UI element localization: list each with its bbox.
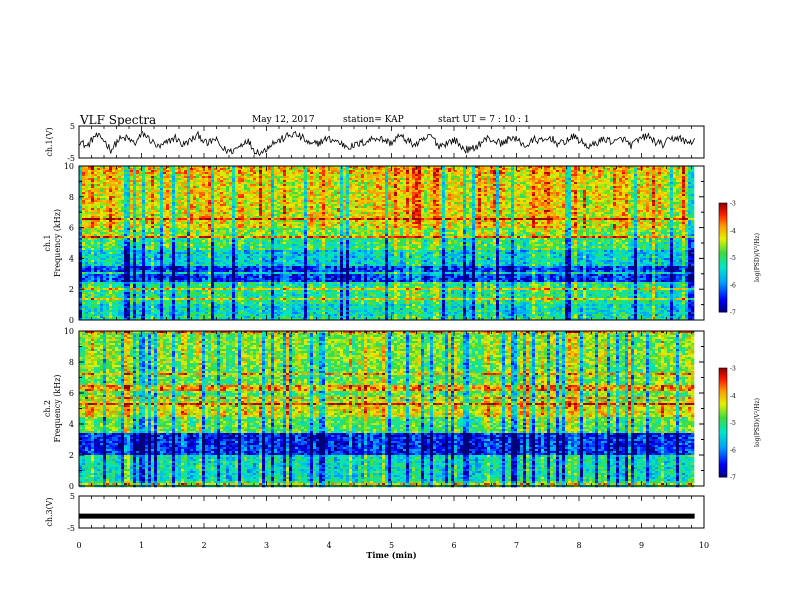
colorbar-tick-label: -3	[730, 201, 736, 208]
x-tick-label: 1	[139, 541, 144, 550]
colorbar-tick-label: -4	[730, 393, 736, 400]
ch1-waveform-line	[79, 132, 695, 156]
station-label: station= KAP	[343, 115, 404, 125]
y-axis-label: Frequency (kHz)	[53, 209, 62, 277]
colorbar-label: log(PSD)(V²/Hz)	[754, 233, 761, 282]
y-tick-label: 8	[69, 193, 74, 202]
start-time-label: start UT = 7 : 10 : 1	[438, 115, 530, 125]
y-tick-label: 8	[69, 358, 74, 367]
date-label: May 12, 2017	[252, 115, 315, 125]
y-tick-label: 0	[69, 316, 74, 325]
x-tick-label: 4	[326, 541, 331, 550]
colorbar-tick-label: -5	[730, 420, 736, 427]
x-tick-label: 7	[514, 541, 519, 550]
x-tick-label: 6	[451, 541, 456, 550]
y-tick-label: 10	[64, 327, 74, 336]
y-tick-label: 6	[69, 224, 74, 233]
ch2-colorbar	[719, 368, 727, 478]
colorbar-tick-label: -6	[730, 447, 736, 454]
spectrogram-ch1-spectrogram	[79, 166, 694, 320]
y-tick-label: 2	[69, 451, 74, 460]
y-tick-label: 10	[64, 162, 74, 171]
colorbar-tick-label: -6	[730, 282, 736, 289]
y-tick-label: -5	[67, 524, 75, 533]
y-axis-label: ch.1(V)	[45, 127, 54, 156]
y-tick-label: 5	[70, 122, 75, 131]
y-axis-label: ch.3(V)	[45, 497, 54, 526]
x-tick-label: 8	[576, 541, 581, 550]
x-axis-label: Time (min)	[366, 550, 416, 560]
x-tick-label: 5	[389, 541, 394, 550]
x-tick-label: 3	[264, 541, 269, 550]
y-tick-label: 4	[69, 254, 74, 263]
colorbar-tick-label: -7	[730, 310, 736, 317]
y-tick-label: 2	[69, 285, 74, 294]
y-axis-label: ch.2	[43, 400, 52, 417]
y-tick-label: 5	[70, 492, 75, 501]
colorbar-label: log(PSD)(V²/Hz)	[754, 398, 761, 447]
x-tick-label: 10	[699, 541, 709, 550]
x-tick-label: 9	[639, 541, 644, 550]
y-axis-label: ch.1	[43, 234, 52, 251]
chart-title: VLF Spectra	[80, 113, 156, 127]
colorbar-tick-label: -7	[730, 475, 736, 482]
y-tick-label: 0	[69, 482, 74, 491]
colorbar-tick-label: -5	[730, 255, 736, 262]
x-tick-label: 2	[201, 541, 206, 550]
y-tick-label: 4	[69, 420, 74, 429]
spectrogram-ch2-spectrogram	[79, 331, 694, 487]
colorbar-tick-label: -4	[730, 228, 736, 235]
x-tick-label: 0	[76, 541, 81, 550]
colorbar-tick-label: -3	[730, 366, 736, 373]
y-tick-label: 6	[69, 389, 74, 398]
y-axis-label: Frequency (kHz)	[53, 374, 62, 442]
ch1-colorbar	[719, 203, 727, 313]
